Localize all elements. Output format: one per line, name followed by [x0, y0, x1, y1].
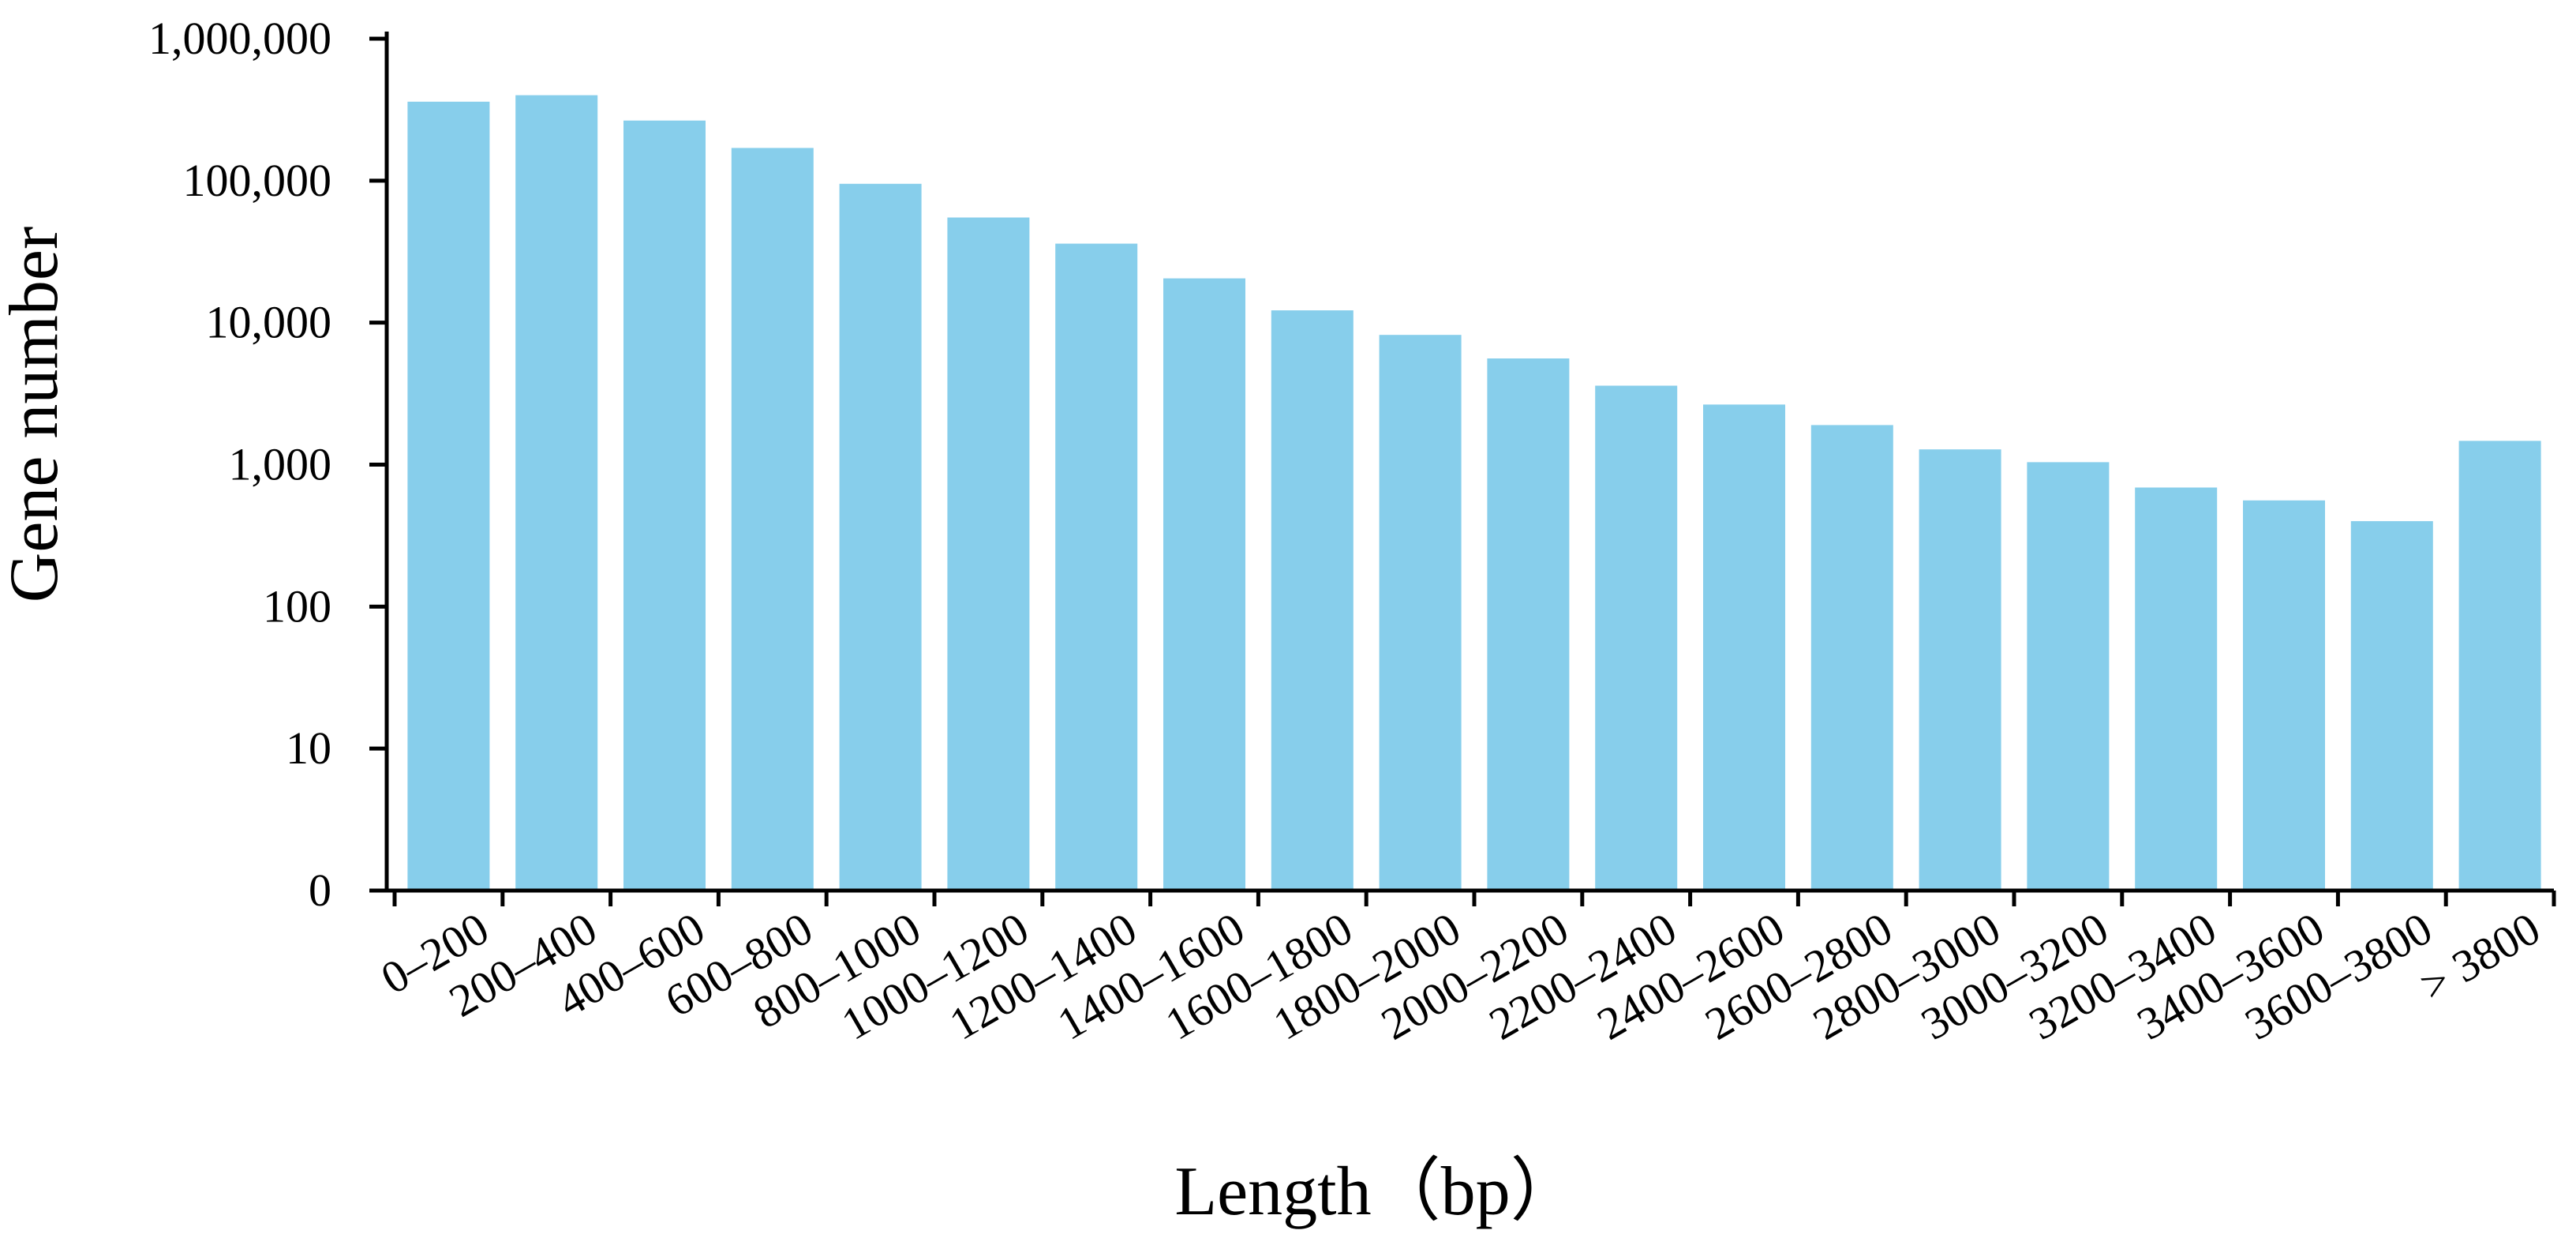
bar-20: [2458, 441, 2541, 891]
bar-12: [1595, 385, 1678, 891]
bar-1: [407, 101, 490, 891]
bar-14: [1810, 425, 1893, 891]
x-tick-labels: 0–200200–400400–600600–800800–10001000–1…: [373, 891, 2556, 1050]
bar-3: [623, 120, 706, 891]
bars: [407, 95, 2541, 891]
bar-2: [515, 95, 598, 891]
y-tick-label: 100: [263, 580, 331, 632]
bar-10: [1379, 335, 1462, 891]
y-tick-label: 0: [309, 865, 331, 916]
bar-4: [731, 148, 814, 891]
x-tick-label: > 3800: [2411, 902, 2548, 1011]
bar-15: [1919, 449, 2001, 891]
bar-7: [1055, 243, 1138, 891]
bar-5: [839, 183, 922, 891]
bar-13: [1703, 404, 1785, 891]
bar-9: [1271, 310, 1354, 891]
bar-6: [947, 217, 1030, 891]
bar-17: [2135, 487, 2218, 891]
bar-8: [1163, 278, 1245, 891]
bar-19: [2350, 521, 2433, 891]
y-axis-title: Gene number: [0, 227, 73, 602]
y-tick-label: 10: [286, 722, 331, 774]
x-axis-title: Length（bp）: [1174, 1153, 1579, 1230]
y-tick-label: 1,000: [229, 439, 332, 490]
y-tick-label: 100,000: [183, 155, 332, 206]
bar-16: [2027, 462, 2110, 891]
y-tick-labels: 0 10 100 1,000 10,000 100,000 1,000,000: [148, 13, 387, 916]
bar-18: [2243, 500, 2325, 891]
axes: [384, 32, 2554, 893]
y-tick-label: 1,000,000: [148, 13, 331, 64]
y-tick-label: 10,000: [206, 297, 332, 348]
bar-11: [1487, 358, 1570, 891]
